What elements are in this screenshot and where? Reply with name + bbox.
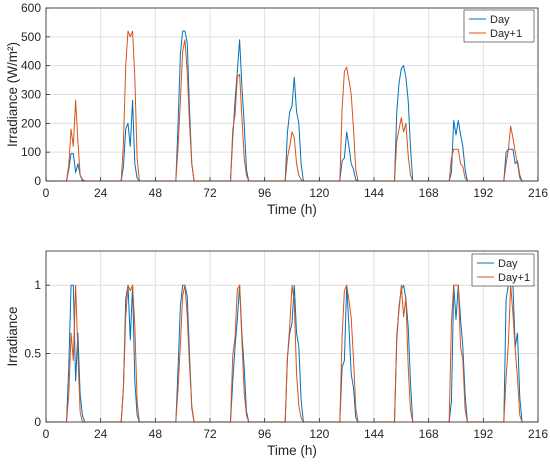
x-tick-label: 48 bbox=[149, 186, 163, 200]
x-tick-label: 48 bbox=[149, 427, 163, 441]
x-tick-label: 24 bbox=[94, 427, 108, 441]
x-tick-label: 216 bbox=[528, 427, 548, 441]
x-tick-label: 144 bbox=[364, 427, 384, 441]
y-tick-label: 600 bbox=[21, 1, 41, 15]
series-line-day-1 bbox=[46, 284, 538, 423]
y-tick-label: 1 bbox=[34, 278, 41, 292]
chart-1: 0 24 48 72 96 120 144 168 192 216 0 100 200 300 400 500… bbox=[5, 1, 548, 217]
series-line-day bbox=[46, 30, 538, 182]
legend-label: Day bbox=[490, 14, 510, 26]
x-tick-label: 168 bbox=[419, 427, 439, 441]
x-tick-label: 72 bbox=[203, 427, 217, 441]
x-tick-label: 0 bbox=[43, 186, 50, 200]
x-tick-label: 192 bbox=[473, 186, 493, 200]
x-axis-label: Time (h) bbox=[267, 443, 317, 458]
chart-2: 0 24 48 72 96 120 144 168 192 216 0 0.5 1 Time (h) Irr… bbox=[5, 250, 548, 458]
axes-frame bbox=[45, 250, 539, 423]
legend-box bbox=[463, 9, 535, 43]
y-tick-label: 200 bbox=[21, 116, 41, 130]
x-tick-label: 24 bbox=[94, 186, 108, 200]
plot-area bbox=[46, 251, 538, 422]
legend-label: Day+1 bbox=[490, 28, 522, 40]
x-tick-label: 0 bbox=[43, 427, 50, 441]
legend: Day Day+1 bbox=[471, 253, 535, 287]
x-tick-label: 144 bbox=[364, 186, 384, 200]
y-tick-label: 500 bbox=[21, 30, 41, 44]
y-axis-label: Irradiance bbox=[5, 306, 20, 366]
y-axis-label: Irradiance (W/m²) bbox=[5, 42, 20, 147]
x-tick-label: 120 bbox=[309, 427, 329, 441]
x-tick-label: 216 bbox=[528, 186, 548, 200]
legend-label: Day+1 bbox=[498, 272, 530, 284]
y-tick-label: 100 bbox=[21, 145, 41, 159]
x-tick-label: 168 bbox=[419, 186, 439, 200]
x-tick-label: 120 bbox=[309, 186, 329, 200]
legend: Day Day+1 bbox=[463, 9, 535, 43]
y-tick-label: 300 bbox=[21, 88, 41, 102]
y-tick-label: 400 bbox=[21, 59, 41, 73]
legend-box bbox=[471, 253, 535, 287]
legend-label: Day bbox=[498, 258, 518, 270]
x-axis-label: Time (h) bbox=[267, 202, 317, 217]
x-tick-label: 96 bbox=[258, 427, 272, 441]
x-tick-label: 192 bbox=[473, 427, 493, 441]
y-tick-label: 0 bbox=[34, 415, 41, 429]
x-tick-label: 96 bbox=[258, 186, 272, 200]
y-tick-label: 0.5 bbox=[24, 347, 41, 361]
x-tick-label: 72 bbox=[203, 186, 217, 200]
series-line-day-1 bbox=[46, 30, 538, 182]
y-tick-label: 0 bbox=[34, 174, 41, 188]
